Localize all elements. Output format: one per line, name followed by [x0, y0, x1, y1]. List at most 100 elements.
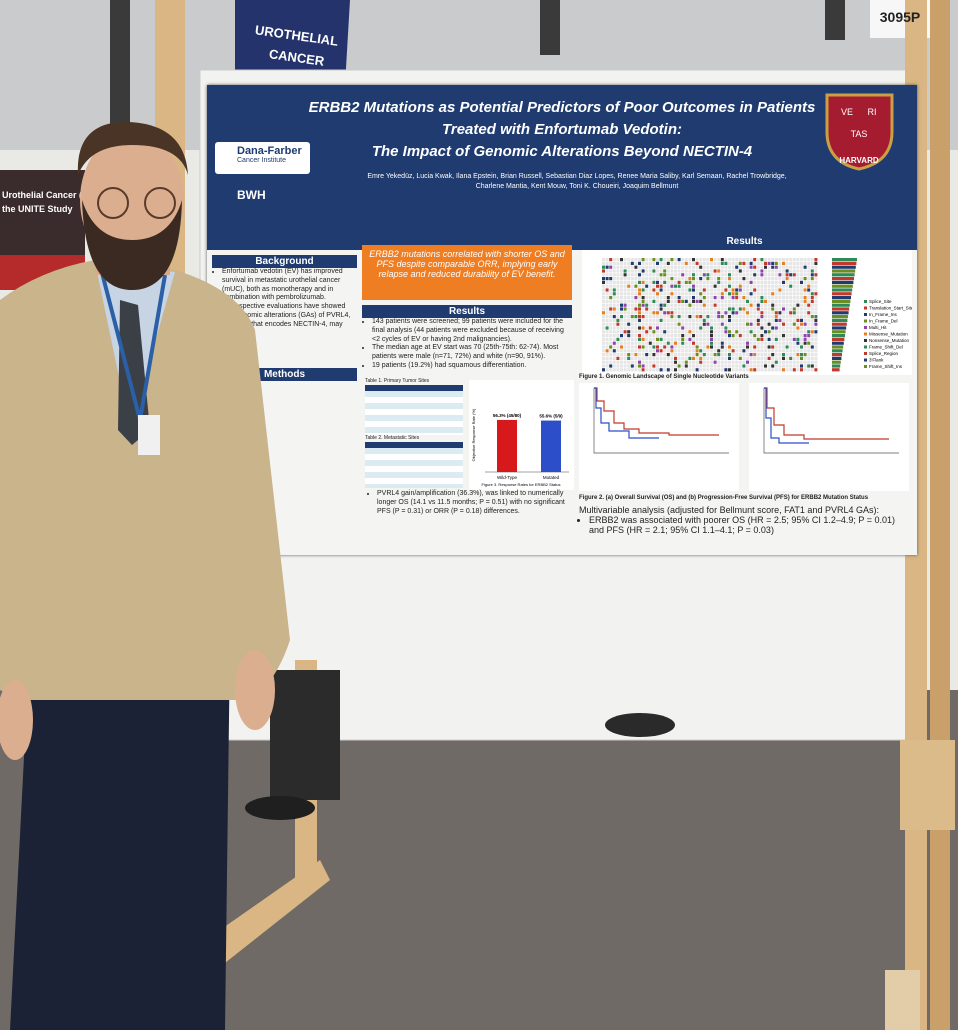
oncoprint-cell — [641, 288, 645, 292]
oncoprint-cell — [720, 288, 724, 292]
oncoprint-cell — [814, 284, 818, 288]
oncoprint-cell — [684, 277, 688, 281]
oncoprint-cell — [717, 349, 721, 353]
oncoprint-cell — [746, 299, 749, 303]
oncoprint-cell — [623, 307, 627, 311]
oncoprint-cell — [796, 364, 800, 368]
oncoprint-cell — [713, 269, 717, 273]
oncoprint-cell — [645, 288, 649, 292]
oncoprint-cell — [602, 280, 605, 284]
oncoprint-cell — [695, 307, 699, 311]
oncoprint-cell — [612, 334, 616, 338]
oncoprint-cell — [612, 360, 616, 364]
oncoprint-cell — [616, 258, 620, 262]
oncoprint-cell — [720, 303, 724, 307]
oncoprint-cell — [648, 322, 652, 326]
oncoprint-cell — [728, 258, 731, 262]
oncoprint-cell — [742, 326, 746, 330]
oncoprint-cell — [731, 337, 735, 341]
oncoprint-cell — [753, 318, 757, 322]
oncoprint-cell — [785, 322, 789, 326]
oncoprint-cell — [803, 345, 807, 349]
oncoprint-cell — [634, 330, 638, 334]
oncoprint-cell — [623, 356, 627, 360]
oncoprint-cell — [692, 349, 695, 353]
oncoprint-cell — [677, 261, 681, 265]
oncoprint-cell — [692, 345, 695, 349]
oncoprint-cell — [713, 341, 717, 345]
oncoprint-cell — [623, 292, 627, 296]
bar — [497, 419, 517, 472]
oncoprint-cell — [735, 315, 739, 319]
oncoprint-cell — [623, 349, 627, 353]
oncoprint-cell — [692, 311, 695, 315]
oncoprint-cell — [792, 326, 796, 330]
oncoprint-cell — [774, 318, 778, 322]
oncoprint-cell — [702, 334, 706, 338]
oncoprint-cell — [706, 345, 710, 349]
oncoprint-cell — [796, 296, 800, 300]
oncoprint-cell — [728, 341, 731, 345]
oncoprint-cell — [684, 322, 688, 326]
oncoprint-cell — [724, 265, 728, 269]
oncoprint-cell — [814, 280, 818, 284]
oncoprint-cell — [702, 284, 706, 288]
oncoprint-cell — [789, 330, 793, 334]
oncoprint-side-bar — [832, 273, 855, 277]
oncoprint-cell — [731, 307, 735, 311]
oncoprint-cell — [706, 356, 710, 360]
oncoprint-cell — [688, 284, 692, 288]
oncoprint-cell — [659, 258, 663, 262]
oncoprint-cell — [627, 284, 631, 288]
oncoprint-cell — [612, 261, 616, 265]
oncoprint-cell — [717, 318, 721, 322]
oncoprint-cell — [742, 345, 746, 349]
oncoprint-cell — [638, 337, 641, 341]
oncoprint-cell — [645, 322, 649, 326]
oncoprint-cell — [767, 368, 771, 372]
oncoprint-cell — [638, 322, 641, 326]
oncoprint-cell — [674, 356, 677, 360]
oncoprint-cell — [800, 269, 803, 273]
oncoprint-cell — [771, 341, 775, 345]
oncoprint-cell — [720, 311, 724, 315]
oncoprint-cell — [663, 360, 667, 364]
oncoprint-cell — [609, 330, 613, 334]
oncoprint-cell — [702, 349, 706, 353]
oncoprint-cell — [648, 364, 652, 368]
oncoprint-cell — [710, 345, 713, 349]
oncoprint-cell — [648, 277, 652, 281]
oncoprint-cell — [605, 311, 609, 315]
oncoprint-cell — [666, 307, 670, 311]
oncoprint-cell — [800, 345, 803, 349]
oncoprint-cell — [695, 280, 699, 284]
legend-label: 3'Flank — [869, 358, 884, 363]
oncoprint-cell — [792, 258, 796, 262]
oncoprint-cell — [702, 345, 706, 349]
oncoprint-cell — [814, 322, 818, 326]
oncoprint-cell — [616, 334, 620, 338]
oncoprint-cell — [807, 326, 811, 330]
oncoprint-cell — [623, 322, 627, 326]
legend-label: Missense_Mutation — [869, 332, 908, 337]
oncoprint-cell — [666, 261, 670, 265]
oncoprint-cell — [663, 261, 667, 265]
oncoprint-cell — [728, 261, 731, 265]
oncoprint-cell — [792, 334, 796, 338]
oncoprint-cell — [796, 311, 800, 315]
oncoprint-cell — [674, 353, 677, 357]
oncoprint-cell — [767, 277, 771, 281]
oncoprint-cell — [616, 345, 620, 349]
oncoprint-cell — [764, 280, 767, 284]
oncoprint-cell — [760, 292, 764, 296]
oncoprint-cell — [774, 269, 778, 273]
oncoprint-cell — [738, 258, 742, 262]
oncoprint-cell — [756, 353, 760, 357]
oncoprint-cell — [717, 307, 721, 311]
oncoprint-cell — [666, 330, 670, 334]
x-tick-label: Mutated — [543, 475, 560, 480]
oncoprint-cell — [706, 364, 710, 368]
oncoprint-cell — [753, 292, 757, 296]
oncoprint-cell — [792, 318, 796, 322]
oncoprint-cell — [760, 258, 764, 262]
